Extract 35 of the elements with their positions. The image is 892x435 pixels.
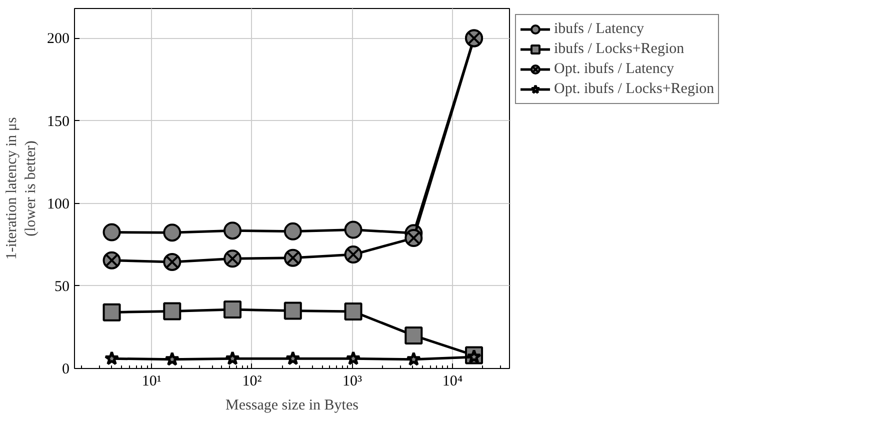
y-tick-label: 100 xyxy=(47,196,70,212)
point xyxy=(104,350,120,366)
y-axis-title: 1-iteration latency in μs (lower is better) xyxy=(4,117,39,260)
point xyxy=(284,222,302,240)
legend-label: Opt. ibufs / Latency xyxy=(554,60,674,78)
point xyxy=(406,352,422,366)
point xyxy=(225,350,240,366)
point xyxy=(164,352,180,366)
x-tick-label: 10³ xyxy=(342,374,362,390)
point xyxy=(224,222,242,240)
point xyxy=(284,302,302,320)
x-tick-label: 10¹ xyxy=(142,374,162,390)
point xyxy=(163,253,182,271)
legend-label: ibufs / Locks+Region xyxy=(554,40,684,58)
y-tick-label: 50 xyxy=(54,278,70,295)
point xyxy=(102,303,121,322)
point xyxy=(404,326,423,344)
x-tick-label: 10² xyxy=(242,374,262,390)
point xyxy=(224,300,242,319)
point xyxy=(163,224,182,242)
x-axis-title: Message size in Bytes xyxy=(226,398,359,414)
legend-label: Opt. ibufs / Locks+Region xyxy=(554,80,714,98)
point xyxy=(102,223,121,242)
x-tick-label: 10⁴ xyxy=(442,374,463,390)
legend-label: ibufs / Latency xyxy=(554,20,644,38)
point xyxy=(344,220,362,239)
y-tick-label: 150 xyxy=(47,114,70,130)
point xyxy=(344,302,362,321)
point xyxy=(163,302,182,320)
y-tick-label: 0 xyxy=(62,362,70,378)
point xyxy=(346,350,361,366)
point xyxy=(285,350,300,366)
point xyxy=(284,248,302,267)
point xyxy=(404,229,423,248)
y-tick-label: 200 xyxy=(47,31,70,48)
